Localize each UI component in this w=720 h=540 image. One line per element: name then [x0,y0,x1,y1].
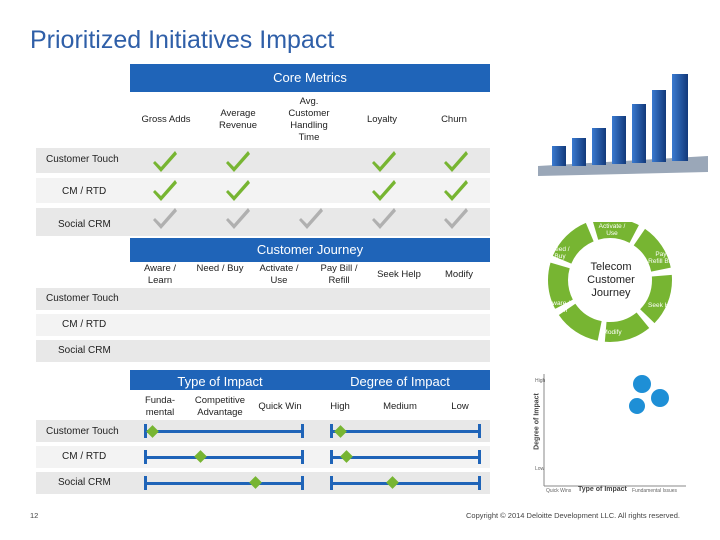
cycle-stage-seek-help: Seek Help [648,302,678,309]
col-seek-help: Seek Help [377,269,421,280]
row-band [36,314,490,336]
track-tick [301,476,304,490]
customer-journey-cycle [548,222,672,342]
row-label-cm-rtd: CM / RTD [62,186,107,197]
check-icon [444,151,468,172]
col-loyalty: Loyalty [366,114,398,125]
check-icon [372,180,396,201]
customer-journey-banner: Customer Journey [130,238,490,262]
mini-chart-y-label: Degree of Impact [533,393,541,450]
col-need-buy: Need / Buy [196,263,244,274]
row-label-social-crm: Social CRM [58,219,111,230]
cycle-stage-aware: Aware / Learn [548,300,570,314]
col-competitive-advantage: Competitive Advantage [194,395,246,418]
check-icon [372,151,396,172]
impact-banner [130,370,490,390]
row-label-cm-rtd: CM / RTD [62,451,107,462]
check-icon [153,151,177,172]
row-band [36,148,490,173]
check-icon [153,180,177,201]
track-tick [330,476,333,490]
check-icon [226,180,250,201]
row-label-social-crm: Social CRM [58,345,111,356]
col-aware-learn: Aware / Learn [143,263,177,286]
degree-impact-track [330,482,480,485]
col-pay-bill-refill: Pay Bill / Refill [320,263,358,286]
check-icon [153,208,177,229]
check-icon [372,208,396,229]
col-churn: Churn [441,114,467,125]
col-low: Low [451,401,469,412]
type-of-impact-header: Type of Impact [177,374,263,389]
core-metrics-banner: Core Metrics [130,64,490,92]
growth-chart-graphic [538,74,708,176]
page-number: 12 [30,511,39,520]
type-impact-track [144,430,304,433]
check-icon [444,180,468,201]
mini-chart-x-left: Quick Wins [546,488,572,494]
col-average-revenue: Average Revenue [218,108,258,131]
degree-impact-track [330,430,480,433]
cycle-stage-modify: Modify [602,329,622,336]
row-label-customer-touch: Customer Touch [46,426,119,437]
copyright: Copyright © 2014 Deloitte Development LL… [466,511,680,520]
page-title: Prioritized Initiatives Impact [30,26,335,54]
cycle-stage-activate: Activate / Use [598,223,626,237]
col-gross-adds: Gross Adds [141,114,191,125]
mini-chart-y-low: Low [535,466,545,472]
track-tick [478,476,481,490]
impact-bubble-chart [543,374,686,487]
mini-chart-y-high: High [535,378,546,384]
mini-chart-x-right: Fundamental Issues [632,488,678,494]
col-high: High [330,401,350,412]
row-label-customer-touch: Customer Touch [46,154,119,165]
col-quick-win: Quick Win [258,401,302,412]
track-tick [144,450,147,464]
type-impact-track [144,482,304,485]
track-tick [330,450,333,464]
track-tick [330,424,333,438]
row-band [36,340,490,362]
row-label-social-crm: Social CRM [58,477,111,488]
mini-chart-x-label: Type of Impact [578,486,627,493]
check-icon [226,151,250,172]
row-label-customer-touch: Customer Touch [46,293,119,304]
track-tick [478,450,481,464]
check-icon [299,208,323,229]
row-band [36,178,490,203]
track-tick [144,424,147,438]
col-activate-use: Activate / Use [259,263,299,286]
col-medium: Medium [383,401,417,412]
track-tick [301,424,304,438]
col-avg-handling-time: Avg. Customer Handling Time [288,96,330,143]
row-band [36,208,490,236]
check-icon [444,208,468,229]
check-icon [226,208,250,229]
col-modify: Modify [445,269,473,280]
cycle-center-label: Telecom Customer Journey [587,261,635,299]
type-impact-track [144,456,304,459]
degree-of-impact-header: Degree of Impact [350,374,450,389]
track-tick [144,476,147,490]
row-label-cm-rtd: CM / RTD [62,319,107,330]
mini-chart-y-axis: Degree of Impact [532,378,542,474]
cycle-stage-need: Need / Buy [550,246,570,260]
degree-impact-track [330,456,480,459]
row-band [36,288,490,310]
track-tick [301,450,304,464]
track-tick [478,424,481,438]
cycle-stage-pay-bill: Pay Bill / Refill Balance [648,251,688,265]
